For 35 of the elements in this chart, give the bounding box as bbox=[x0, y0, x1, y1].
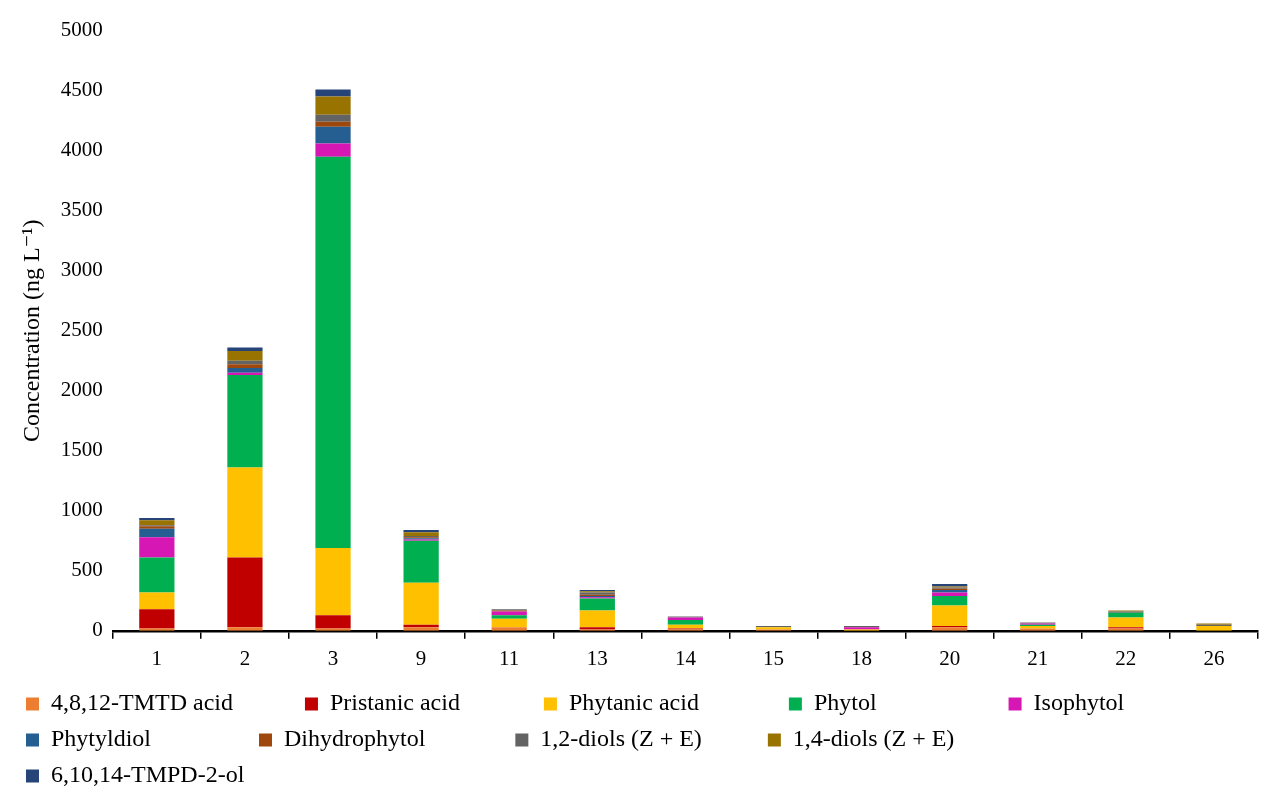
y-tick-label: 2000 bbox=[60, 377, 103, 402]
y-tick-label: 3000 bbox=[60, 257, 103, 282]
legend-label: 6,10,14-TMPD-2-ol bbox=[51, 761, 299, 788]
x-tick-label: 22 bbox=[1115, 645, 1137, 670]
legend-label: Pristanic acid bbox=[329, 689, 532, 716]
y-tick-label: 4500 bbox=[60, 77, 103, 102]
legend-label: Isophytol bbox=[1033, 689, 1227, 716]
legend-label: Phytol bbox=[813, 689, 997, 716]
y-tick-label: 3500 bbox=[60, 197, 103, 222]
legend-label: 1,2-diols (Z + E) bbox=[540, 725, 756, 752]
x-tick-label: 1 bbox=[151, 645, 163, 670]
x-tick-label: 18 bbox=[851, 645, 873, 670]
y-axis-title: Concentration (ng L⁻¹) bbox=[17, 219, 44, 442]
y-tick-label: 500 bbox=[71, 557, 103, 582]
y-tick-label: 5000 bbox=[60, 17, 103, 42]
y-tick-label: 2500 bbox=[60, 317, 103, 342]
x-tick-label: 20 bbox=[939, 645, 961, 670]
legend-label: 4,8,12-TMTD acid bbox=[51, 689, 293, 716]
y-tick-label: 4000 bbox=[60, 137, 103, 162]
y-tick-label: 1500 bbox=[60, 437, 103, 462]
x-tick-label: 14 bbox=[674, 645, 697, 670]
x-tick-label: 26 bbox=[1203, 645, 1225, 670]
legend-label: Phytanic acid bbox=[568, 689, 777, 716]
legend-label: 1,4-diols (Z + E) bbox=[792, 725, 1009, 752]
x-tick-label: 11 bbox=[499, 645, 520, 670]
y-tick-label: 0 bbox=[92, 617, 103, 642]
x-tick-label: 9 bbox=[415, 645, 427, 670]
legend-label: Phytyldiol bbox=[51, 725, 248, 752]
x-tick-label: 2 bbox=[239, 645, 251, 670]
x-tick-label: 13 bbox=[586, 645, 608, 670]
x-tick-label: 21 bbox=[1027, 645, 1049, 670]
x-tick-label: 15 bbox=[762, 645, 784, 670]
x-tick-label: 3 bbox=[327, 645, 339, 670]
y-tick-label: 1000 bbox=[60, 497, 103, 522]
legend-label: Dihydrophytol bbox=[284, 725, 504, 752]
